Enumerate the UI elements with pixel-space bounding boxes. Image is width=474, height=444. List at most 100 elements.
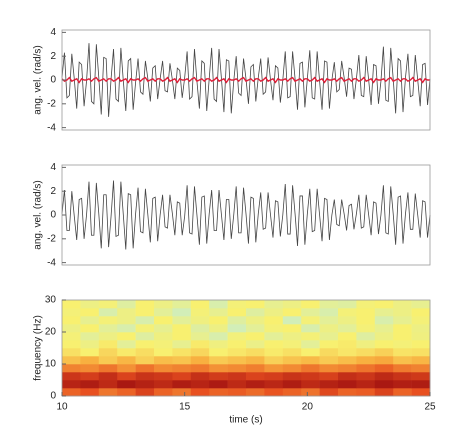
spectrogram-cell: [282, 332, 302, 341]
spectrogram-cell: [135, 300, 155, 309]
y-tick-label: 0: [50, 210, 56, 221]
spectrogram-cell: [411, 332, 431, 341]
spectrogram-cell: [393, 340, 412, 349]
spectrogram-cell: [190, 372, 210, 381]
spectrogram-cell: [62, 316, 81, 325]
spectrogram-cell: [356, 324, 376, 333]
spectrogram-cell: [374, 388, 394, 397]
spectrogram-cell: [393, 324, 412, 333]
spectrogram-cell: [246, 380, 265, 389]
spectrogram-cell: [338, 308, 357, 317]
spectrogram-cell: [356, 316, 376, 325]
spectrogram-cell: [246, 340, 265, 349]
spectrogram-cell: [190, 348, 210, 357]
spectrogram-cell: [282, 372, 302, 381]
spectrogram-cell: [190, 300, 210, 309]
spectrogram-cell: [227, 388, 247, 397]
spectrogram-cell: [393, 316, 412, 325]
spectrogram-cell: [319, 364, 339, 373]
spectrogram-cell: [80, 316, 100, 325]
spectrogram-cell: [98, 308, 118, 317]
spectrogram-cell: [190, 332, 210, 341]
spectrogram-cell: [80, 380, 100, 389]
y-axis-label: ang. vel. (rad/s): [33, 45, 44, 114]
spectrogram-cell: [172, 316, 192, 325]
spectrogram-cell: [374, 380, 394, 389]
spectrogram-cell: [338, 380, 357, 389]
spectrogram-cell: [117, 388, 136, 397]
spectrogram-cell: [264, 380, 284, 389]
y-axis-label: frequency (Hz): [33, 315, 44, 381]
spectrogram-cell: [117, 332, 136, 341]
spectrogram-cell: [154, 356, 173, 365]
spectrogram-cell: [411, 308, 431, 317]
spectrogram-cell: [80, 300, 100, 309]
y-tick-label: 0: [50, 75, 56, 86]
spectrogram-cell: [117, 308, 136, 317]
spectrogram-cell: [393, 364, 412, 373]
spectrogram-cell: [62, 372, 81, 381]
spectrogram-cell: [356, 308, 376, 317]
spectrogram-cell: [338, 348, 357, 357]
spectrogram-cell: [246, 388, 265, 397]
spectrogram-cell: [246, 324, 265, 333]
spectrogram-cell: [62, 340, 81, 349]
axes-frame: [61, 299, 431, 397]
spectrogram-cell: [135, 388, 155, 397]
spectrogram-cell: [80, 340, 100, 349]
spectrogram-cell: [319, 324, 339, 333]
spectrogram-cell: [98, 348, 118, 357]
spectrogram-cell: [411, 300, 431, 309]
y-tick-label: 2: [50, 51, 56, 62]
spectrogram-cell: [209, 348, 228, 357]
spectrogram-cell: [319, 372, 339, 381]
spectrogram-cell: [319, 340, 339, 349]
spectrogram-cell: [246, 348, 265, 357]
spectrogram-cell: [374, 308, 394, 317]
spectrogram-cell: [209, 356, 228, 365]
y-tick-label: 0: [50, 391, 56, 402]
spectrogram-cell: [98, 316, 118, 325]
spectrogram-cell: [154, 348, 173, 357]
spectrogram-cell: [246, 372, 265, 381]
spectrogram-cell: [282, 300, 302, 309]
spectrogram-cell: [117, 316, 136, 325]
y-tick-label: 4: [50, 162, 56, 173]
spectrogram-cell: [264, 356, 284, 365]
spectrogram-cell: [393, 348, 412, 357]
spectrogram-cell: [117, 348, 136, 357]
spectrogram-cell: [374, 324, 394, 333]
y-tick-label: -2: [47, 98, 56, 109]
spectrogram-cell: [301, 316, 320, 325]
spectrogram-cell: [227, 356, 247, 365]
spectrogram-cell: [172, 372, 192, 381]
spectrogram-cell: [117, 364, 136, 373]
spectrogram-cell: [154, 340, 173, 349]
spectrogram-cell: [374, 348, 394, 357]
spectrogram-cell: [338, 332, 357, 341]
spectrogram-cell: [98, 300, 118, 309]
spectrogram-cell: [393, 356, 412, 365]
spectrogram-cell: [98, 388, 118, 397]
spectrogram-cell: [264, 340, 284, 349]
spectrogram-cell: [154, 380, 173, 389]
spectrogram-cell: [62, 324, 81, 333]
spectrogram-cell: [356, 300, 376, 309]
spectrogram-cell: [62, 364, 81, 373]
spectrogram-cell: [393, 372, 412, 381]
y-tick-label: 20: [45, 327, 57, 338]
spectrogram-cell: [62, 380, 81, 389]
spectrogram-cell: [319, 388, 339, 397]
x-tick-label: 20: [302, 402, 314, 413]
y-tick-label: 2: [50, 186, 56, 197]
spectrogram-cell: [264, 388, 284, 397]
spectrogram-cell: [98, 324, 118, 333]
spectrogram-cell: [80, 332, 100, 341]
spectrogram-cell: [356, 348, 376, 357]
spectrogram-cell: [374, 364, 394, 373]
x-tick-label: 10: [56, 402, 68, 413]
spectrogram-cell: [338, 388, 357, 397]
spectrogram-cell: [80, 356, 100, 365]
spectrogram-cell: [117, 356, 136, 365]
